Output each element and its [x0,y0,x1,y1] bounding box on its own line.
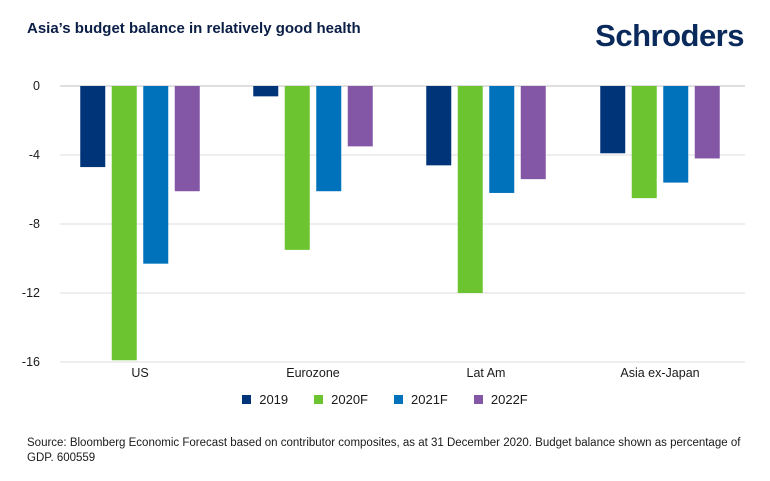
legend-label: 2021F [411,392,448,407]
bar [600,86,626,154]
legend-swatch [314,395,324,404]
bar [631,86,657,199]
bar [111,86,137,361]
schroders-logo: Schroders [595,18,744,53]
legend-item: 2021F [394,392,448,407]
bar [80,86,106,168]
legend: 2019 2020F 2021F 2022F [0,392,770,407]
x-category-label: US [131,366,148,380]
bar [253,86,279,97]
bar [143,86,169,264]
legend-item: 2020F [314,392,368,407]
y-tick-label: 0 [33,79,40,93]
y-tick-label: -4 [29,148,40,162]
bar [663,86,689,183]
bar-chart: 0 -4 -8 -12 -16 US Eurozone Lat Am Asia ex-Japa… [22,79,745,380]
legend-label: 2020F [331,392,369,407]
legend-label: 2019 [259,392,289,407]
x-axis-categories: US Eurozone Lat Am Asia ex-Japan [131,366,699,380]
legend-swatch [473,395,483,404]
legend-item: 2019 [242,392,288,407]
bar [347,86,373,147]
y-tick-label: -8 [29,217,40,231]
source-footnote: Source: Bloomberg Economic Forecast base… [27,437,741,464]
bar [520,86,546,180]
x-category-label: Lat Am [467,366,506,380]
bar [489,86,515,193]
bar [316,86,342,192]
legend-swatch [394,395,404,404]
y-axis-ticks: 0 -4 -8 -12 -16 [22,79,40,369]
x-category-label: Asia ex-Japan [620,366,699,380]
bar [457,86,483,293]
x-category-label: Eurozone [286,366,340,380]
gridlines [60,85,745,363]
legend-item: 2022F [473,392,528,407]
y-tick-label: -12 [22,286,40,300]
bar [284,86,310,250]
bar [426,86,452,166]
bars [80,86,720,361]
chart-title: Asia’s budget balance in relatively good… [27,20,361,37]
bar [694,86,720,159]
legend-swatch [242,395,252,404]
legend-label: 2022F [490,392,528,407]
bar [174,86,200,192]
y-tick-label: -16 [22,355,40,369]
